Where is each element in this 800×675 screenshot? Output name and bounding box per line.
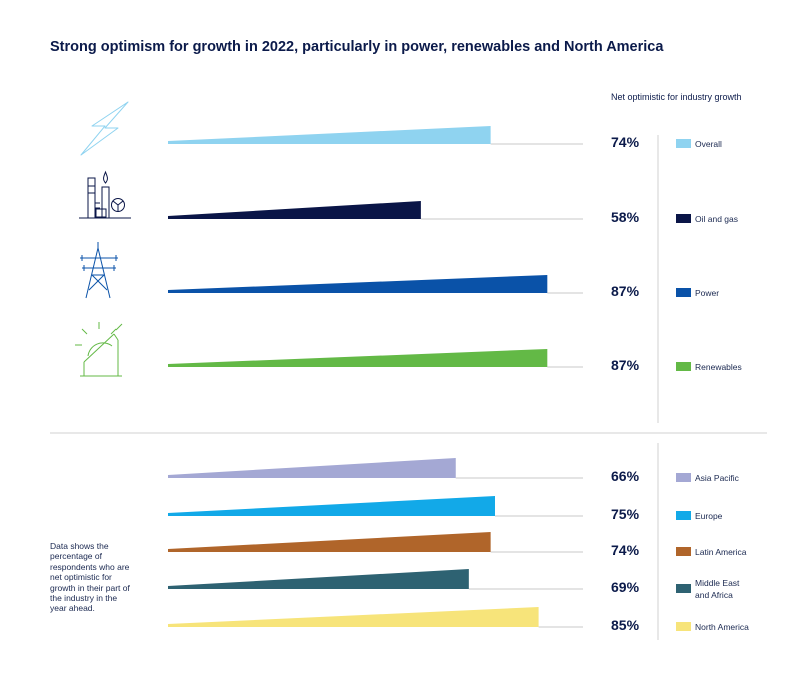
solar-sun-icon (75, 322, 123, 377)
lightning-icon (80, 101, 129, 156)
legend-label-asia-pacific: Asia Pacific (695, 473, 740, 483)
value-label-middle-east-and-africa: 69% (611, 579, 640, 595)
legend-swatch-overall (676, 139, 691, 148)
bar-power (168, 275, 548, 293)
value-label-overall: 74% (611, 134, 640, 150)
legend-label-middle-east-and-africa: Middle East (695, 578, 740, 588)
value-label-europe: 75% (611, 506, 640, 522)
bar-middle-east-and-africa (168, 569, 469, 589)
chart-subtitle: Net optimistic for industry growth (611, 92, 742, 102)
value-label-asia-pacific: 66% (611, 468, 640, 484)
bar-europe (168, 496, 495, 516)
legend-label-middle-east-and-africa: and Africa (695, 590, 733, 600)
bar-renewables (168, 349, 548, 367)
chart-title: Strong optimism for growth in 2022, part… (50, 39, 664, 55)
legend-label-renewables: Renewables (695, 362, 742, 372)
legend-label-overall: Overall (695, 139, 722, 149)
bar-latin-america (168, 532, 491, 552)
legend-label-north-america: North America (695, 622, 749, 632)
value-label-renewables: 87% (611, 357, 640, 373)
bar-asia-pacific (168, 458, 456, 478)
legend-swatch-asia-pacific (676, 473, 691, 482)
legend-label-latin-america: Latin America (695, 547, 747, 557)
legend-label-europe: Europe (695, 511, 723, 521)
legend-swatch-renewables (676, 362, 691, 371)
bar-north-america (168, 607, 539, 627)
value-label-latin-america: 74% (611, 542, 640, 558)
bar-overall (168, 126, 491, 144)
value-label-north-america: 85% (611, 617, 640, 633)
legend-swatch-latin-america (676, 547, 691, 556)
legend-swatch-middle-east-and-africa (676, 584, 691, 593)
bar-oil-and-gas (168, 201, 421, 219)
legend-label-oil-and-gas: Oil and gas (695, 214, 738, 224)
value-label-power: 87% (611, 283, 640, 299)
legend-swatch-power (676, 288, 691, 297)
value-label-oil-and-gas: 58% (611, 209, 640, 225)
legend-swatch-oil-and-gas (676, 214, 691, 223)
power-pylon-icon (80, 242, 118, 299)
oil-refinery-icon (79, 170, 131, 219)
legend-label-power: Power (695, 288, 719, 298)
legend-swatch-europe (676, 511, 691, 520)
legend-swatch-north-america (676, 622, 691, 631)
data-note: Data shows the percentage of respondents… (50, 541, 130, 614)
